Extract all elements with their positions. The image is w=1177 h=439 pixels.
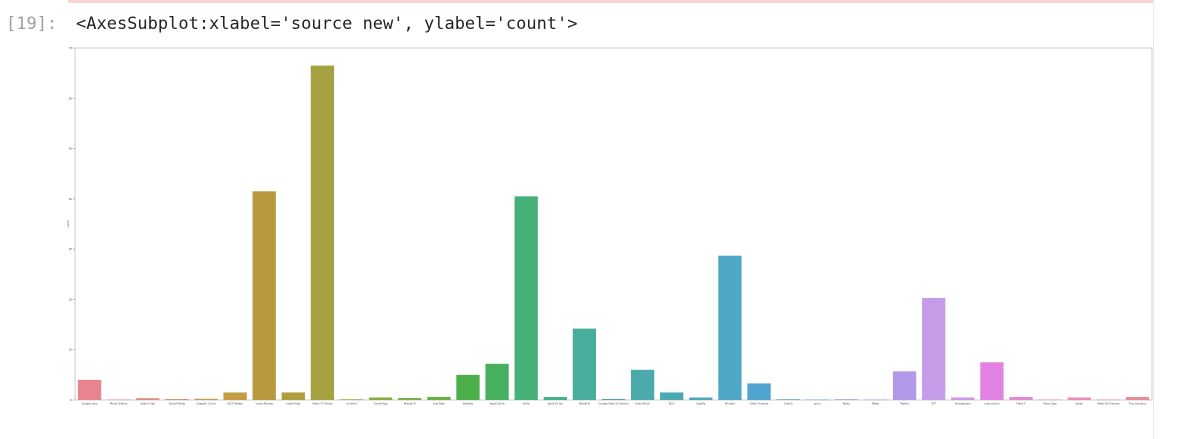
- x-tick-label: Social Media: [169, 402, 186, 406]
- x-tick-label: Insta Posts: [286, 402, 301, 406]
- y-axis-ticks: 0 10 20 30 40 50 60 70: [69, 46, 75, 402]
- y-tick-label: 40: [69, 197, 73, 201]
- bar-11: [368, 397, 393, 400]
- x-tick-label: Book Fir Op: [548, 402, 563, 406]
- bar-3: [136, 398, 160, 400]
- cell-prompt: [19]:: [6, 14, 58, 34]
- bar-8: [281, 392, 305, 400]
- bar-25: [776, 399, 800, 400]
- axes-frame: [74, 47, 1153, 401]
- x-tick-label: Website: [463, 402, 474, 406]
- x-tick-label: Tiny Sections: [1129, 402, 1147, 406]
- x-tick-label: Other Fondant: [750, 402, 769, 406]
- x-tick-label: Radio: [843, 402, 851, 406]
- x-tick-label: Low Rate: [433, 402, 445, 406]
- x-axis-tick-labels: Google Lens Photo Gallery Search Sph Social…: [82, 402, 1147, 406]
- cell-output-text: <AxesSubplot:xlabel='source new', ylabel…: [76, 14, 578, 34]
- bar-13: [427, 396, 451, 400]
- bar-27: [834, 399, 859, 400]
- bars: [77, 65, 1150, 401]
- right-scrollbar[interactable]: [1153, 0, 1177, 439]
- bar-18: [572, 328, 597, 400]
- y-tick-label: 60: [69, 96, 73, 100]
- x-tick-label: Search Sph: [140, 402, 155, 406]
- bar-16: [514, 196, 538, 400]
- x-tick-label: Instructions: [984, 402, 1000, 406]
- x-tick-label: Chapter 3 Com: [196, 402, 216, 406]
- x-tick-label: Twitter: [900, 402, 910, 406]
- bar-29: [892, 371, 917, 400]
- bar-12: [398, 397, 422, 400]
- bar-1: [77, 379, 102, 400]
- x-tick-label: WCT Tweets: [227, 402, 243, 406]
- x-tick-label: Printers: [725, 402, 736, 406]
- x-tick-label: Music App: [1043, 402, 1057, 406]
- x-tick-label: ATT: [931, 402, 936, 406]
- bar-6: [223, 392, 247, 400]
- bar-15: [485, 363, 509, 400]
- x-tick-label: Knife: [523, 402, 530, 406]
- y-tick-label: 10: [69, 348, 73, 352]
- bar-30: [922, 297, 946, 400]
- x-tick-label: BCG: [669, 402, 675, 406]
- x-tick-label: Google Lens: [82, 402, 99, 406]
- y-tick-label: 70: [69, 46, 73, 50]
- x-tick-label: Video YT Shorts: [312, 402, 333, 406]
- x-tick-label: Video Review: [256, 402, 274, 406]
- y-tick-label: 50: [69, 147, 73, 151]
- x-tick-label: Other Full Version: [1097, 402, 1120, 406]
- bar-2: [107, 399, 131, 401]
- x-tick-label: Grandl: [784, 402, 793, 406]
- bar-5: [194, 398, 218, 400]
- y-tick-label: 0: [70, 398, 72, 402]
- bar-22: [689, 397, 713, 400]
- x-tick-label: News: [872, 402, 880, 406]
- bar-37: [1125, 396, 1150, 400]
- bar-17: [543, 396, 567, 400]
- bar-20: [630, 369, 655, 400]
- x-tick-label: Reddit B: [579, 402, 590, 406]
- x-tick-label: Android: [347, 402, 357, 406]
- bar-4: [165, 398, 189, 400]
- bar-24: [747, 383, 771, 400]
- x-tick-label: Smartphone: [955, 402, 971, 406]
- bar-10: [339, 399, 364, 400]
- y-tick-label: 20: [69, 297, 73, 301]
- y-tick-label: 30: [69, 247, 73, 251]
- bar-36: [1096, 399, 1120, 401]
- x-tick-label: Google Search Camera: [599, 402, 629, 406]
- x-tick-label: Ansol Brick: [635, 402, 650, 406]
- bar-34: [1038, 399, 1062, 401]
- x-tick-label: Lyrics: [814, 402, 822, 406]
- bar-19: [601, 398, 626, 400]
- bar-21: [660, 392, 684, 400]
- x-tick-label: Spotify: [696, 402, 705, 406]
- bar-35: [1067, 397, 1091, 400]
- bar-32: [980, 362, 1004, 400]
- axes-border: [74, 47, 1153, 401]
- bar-31: [951, 397, 975, 400]
- x-tick-label: Mobile UI: [404, 402, 416, 406]
- x-tick-label: Photo Gallery: [110, 402, 128, 406]
- bar-33: [1009, 396, 1033, 400]
- bar-26: [805, 399, 829, 401]
- y-axis-label: count: [66, 220, 70, 227]
- cell-top-rule: [68, 0, 1153, 3]
- bar-28: [863, 399, 888, 401]
- bar-14: [456, 374, 480, 400]
- x-tick-label: Flash F: [1016, 402, 1026, 406]
- x-tick-label: Credit App: [374, 402, 388, 406]
- x-tick-label: Apple Store: [490, 402, 505, 406]
- bar-9: [310, 65, 335, 400]
- x-tick-label: Email: [1076, 402, 1083, 406]
- bar-7: [252, 191, 276, 400]
- bar-23: [718, 255, 742, 400]
